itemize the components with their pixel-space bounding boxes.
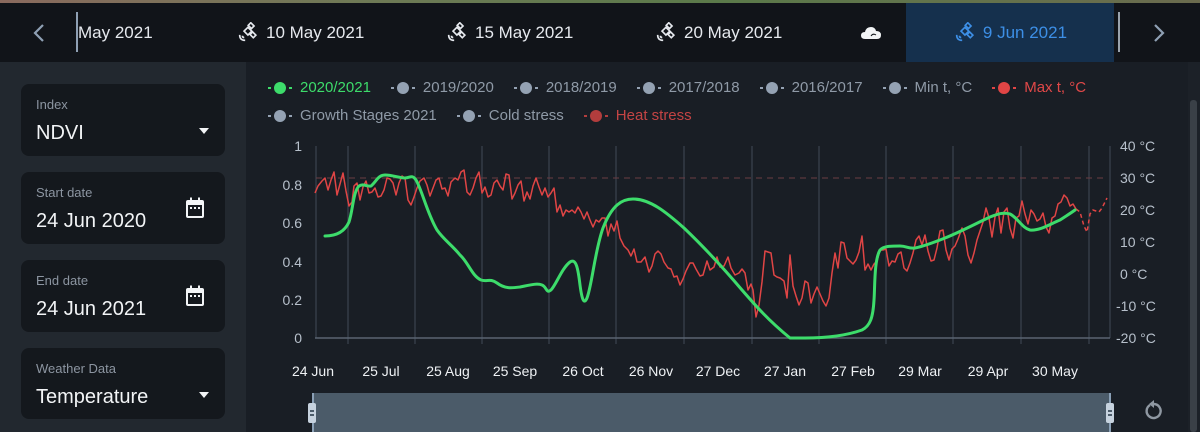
y-right-tick: 30 °C [1120, 170, 1156, 186]
x-tick: 24 Jun [291, 363, 335, 379]
legend-item-min-temp[interactable]: Min t, °C [882, 79, 972, 96]
brush-handle-right[interactable] [1106, 403, 1114, 423]
x-tick: 26 Nov [628, 363, 674, 379]
chevron-right-icon [1154, 23, 1165, 42]
chart-legend-row-1: 2020/2021 2019/2020 2018/2019 2017/2018 … [268, 79, 1106, 96]
start-date-label: Start date [36, 185, 93, 200]
legend-item-growth-stages[interactable]: Growth Stages 2021 [268, 107, 437, 124]
y-right-tick: -10 °C [1116, 298, 1156, 314]
caret-down-icon [199, 128, 209, 134]
timeline-item-10-may-2021[interactable]: 10 May 2021 [236, 3, 364, 62]
legend-marker-icon [268, 81, 292, 94]
timeline-divider [1118, 12, 1120, 52]
satellite-icon [955, 21, 974, 41]
legend-marker-icon [583, 109, 608, 122]
weather-data-value: Temperature [36, 386, 149, 408]
satellite-icon [447, 21, 467, 41]
end-date-label: End date [36, 273, 89, 288]
satellite-icon [238, 21, 258, 41]
chevron-left-icon [33, 23, 44, 42]
ndvi-2020-2021-line [323, 173, 1077, 340]
start-date-value: 24 Jun 2020 [36, 210, 147, 232]
satellite-icon [656, 21, 676, 41]
x-tick: 26 Oct [562, 363, 604, 379]
x-tick: 30 May [1032, 363, 1078, 379]
legend-item-max-temp[interactable]: Max t, °C [992, 79, 1086, 96]
legend-item-2018-2019[interactable]: 2018/2019 [513, 79, 617, 96]
legend-marker-icon [882, 81, 907, 94]
timeline-next-button[interactable] [1124, 3, 1194, 62]
index-select-label: Index [36, 97, 68, 112]
legend-item-2017-2018[interactable]: 2017/2018 [636, 79, 740, 96]
max-temp-line [314, 169, 1077, 318]
x-tick: 25 Jul [362, 363, 400, 379]
timeline-prev-button[interactable] [4, 3, 74, 62]
timeline-item-20-may-2021[interactable]: 20 May 2021 [654, 3, 782, 62]
timeline-item-may-2021[interactable]: May 2021 [78, 3, 153, 62]
y-left-tick: 0.2 [282, 292, 302, 308]
chart-panel [246, 62, 1200, 432]
y-left-tick: 0 [294, 330, 302, 346]
vertical-gridlines [315, 146, 1111, 344]
calendar-icon[interactable] [185, 285, 205, 307]
scrollbar-thumb[interactable] [1190, 100, 1197, 432]
timeline-item-label: 15 May 2021 [475, 22, 574, 42]
x-tick: 27 Jan [763, 363, 807, 379]
image-date-timeline: May 2021 10 May 2021 15 May 2021 20 May … [0, 3, 1200, 62]
weather-data-label: Weather Data [36, 361, 116, 376]
start-date-field[interactable]: Start date 24 Jun 2020 [21, 172, 225, 244]
legend-marker-icon [390, 81, 415, 94]
legend-marker-icon [513, 81, 538, 94]
y-right-tick: 10 °C [1120, 234, 1156, 250]
timeline-item-label: 10 May 2021 [266, 22, 365, 42]
timeline-item-15-may-2021[interactable]: 15 May 2021 [445, 3, 573, 62]
date-range-brush[interactable] [312, 393, 1111, 432]
end-date-value: 24 Jun 2021 [36, 298, 147, 320]
y-left-tick: 0.4 [282, 254, 302, 270]
timeline-item-cloudy[interactable] [858, 3, 884, 62]
y-right-tick: -20 °C [1116, 330, 1156, 346]
legend-marker-icon [992, 81, 1017, 94]
legend-item-cold-stress[interactable]: Cold stress [456, 107, 564, 124]
calendar-icon[interactable] [185, 197, 205, 219]
legend-marker-icon [456, 109, 481, 122]
legend-item-2019-2020[interactable]: 2019/2020 [390, 79, 494, 96]
map-background-strip [0, 0, 1200, 3]
timeline-item-label: 20 May 2021 [684, 22, 783, 42]
timeline-item-9-jun-2021[interactable]: 9 Jun 2021 [906, 3, 1114, 62]
chart-legend-row-2: Growth Stages 2021 Cold stress Heat stre… [268, 107, 712, 124]
x-tick: 25 Sep [492, 363, 538, 379]
legend-item-2020-2021[interactable]: 2020/2021 [268, 79, 371, 96]
x-tick: 29 Apr [967, 363, 1009, 379]
timeline-item-label: 9 Jun 2021 [982, 22, 1068, 42]
x-tick: 27 Dec [695, 363, 741, 379]
y-left-tick: 0.6 [282, 215, 302, 231]
caret-down-icon [199, 392, 209, 398]
y-right-tick: 20 °C [1120, 202, 1156, 218]
end-date-field[interactable]: End date 24 Jun 2021 [21, 260, 225, 332]
legend-item-2016-2017[interactable]: 2016/2017 [759, 79, 863, 96]
legend-marker-icon [759, 81, 784, 94]
chart-settings-sidebar: Index NDVI Start date 24 Jun 2020 End da… [0, 62, 246, 432]
brush-handle-left[interactable] [308, 403, 316, 423]
timeline-scroll-edge [76, 12, 78, 52]
x-tick: 27 Feb [831, 363, 875, 379]
y-right-tick: 0 °C [1120, 266, 1148, 282]
index-select-value: NDVI [36, 122, 84, 144]
y-left-tick: 0.8 [282, 177, 302, 193]
timeline-item-label: May 2021 [78, 22, 153, 42]
legend-item-heat-stress[interactable]: Heat stress [583, 107, 692, 124]
max-temp-forecast-line [1075, 197, 1108, 235]
legend-marker-icon [268, 109, 292, 122]
y-right-tick: 40 °C [1120, 138, 1156, 154]
x-tick: 29 Mar [898, 363, 942, 379]
weather-data-select[interactable]: Weather Data Temperature [21, 348, 225, 419]
x-tick: 25 Aug [426, 363, 470, 379]
index-select[interactable]: Index NDVI [21, 84, 225, 156]
y-left-tick: 1 [294, 138, 302, 154]
cloud-icon [861, 26, 881, 39]
legend-marker-icon [636, 81, 661, 94]
reset-zoom-icon[interactable] [1142, 399, 1166, 423]
